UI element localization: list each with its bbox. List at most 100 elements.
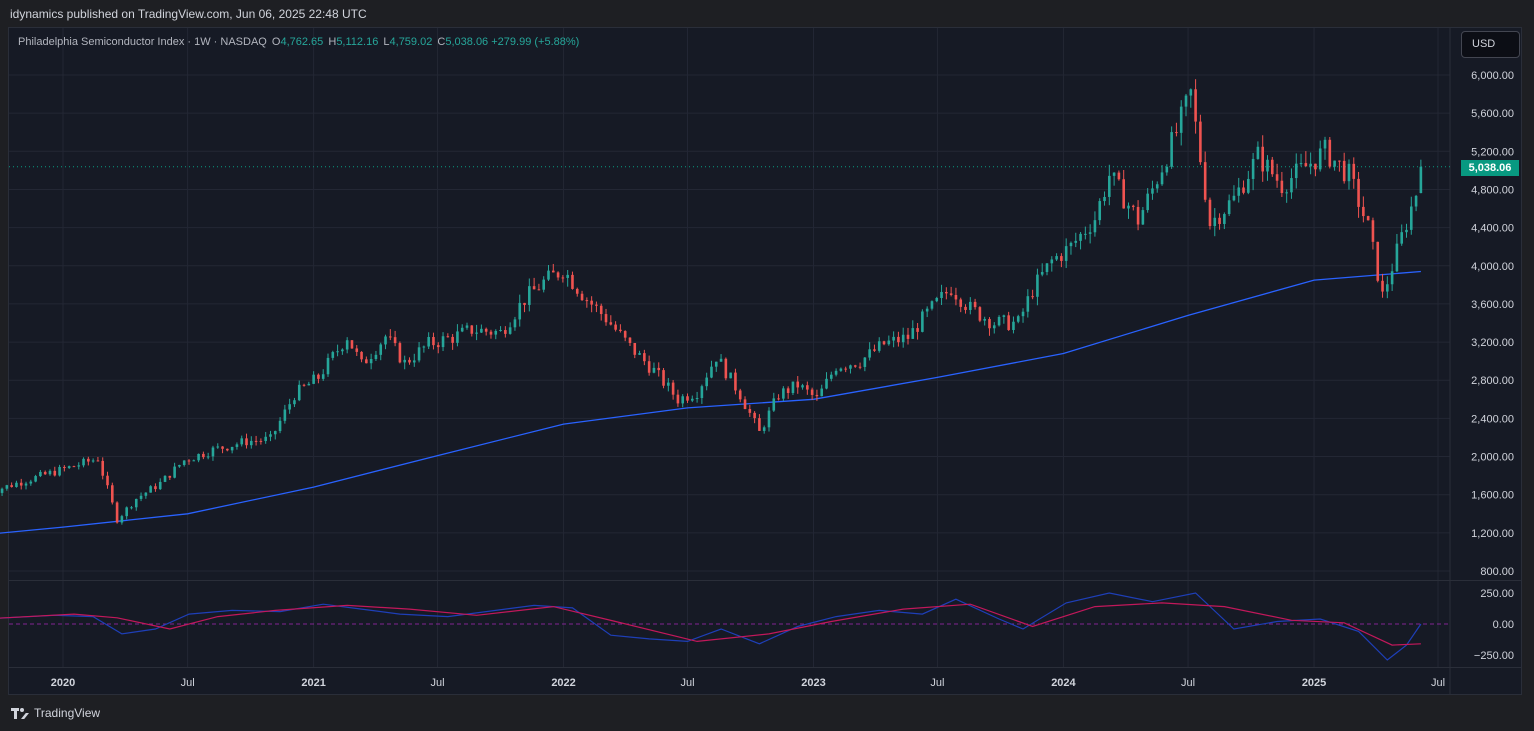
candle-body — [1050, 259, 1054, 264]
candle — [523, 302, 526, 313]
candle — [365, 356, 368, 364]
candle — [647, 355, 651, 376]
candle-body — [815, 394, 819, 397]
candle — [384, 334, 387, 350]
candle — [403, 355, 406, 370]
candle — [101, 457, 105, 480]
candle — [571, 271, 574, 290]
candle — [623, 330, 627, 342]
price-axis: 6,000.00 5,600.00 5,200.00 4,800.00 4,400.00… — [1471, 70, 1514, 578]
candle-body — [1055, 256, 1058, 260]
candle-body — [1232, 195, 1236, 201]
candle-body — [1160, 172, 1164, 185]
candle — [1218, 213, 1221, 230]
candle — [130, 506, 133, 510]
candle-body — [202, 453, 205, 458]
candle — [604, 308, 608, 326]
candle — [1074, 232, 1078, 248]
candle-body — [379, 344, 383, 355]
price-tick-label: 5,600.00 — [1471, 108, 1514, 120]
candle — [1251, 152, 1255, 191]
candle — [528, 278, 531, 312]
candle — [911, 320, 915, 339]
candle-body — [226, 448, 229, 451]
time-tick-label: Jul — [431, 677, 445, 689]
candle-body — [595, 304, 598, 306]
currency-button[interactable]: USD — [1461, 31, 1520, 58]
candle — [273, 430, 277, 440]
candle — [1371, 217, 1375, 250]
time-tick-label: Jul — [680, 677, 694, 689]
candle-body — [1414, 195, 1418, 207]
candle — [355, 345, 359, 356]
candle — [106, 471, 109, 489]
candle — [1328, 137, 1332, 169]
candle-body — [743, 399, 747, 410]
candle — [734, 368, 737, 395]
candle-body — [1026, 296, 1030, 312]
candle-body — [1227, 200, 1231, 215]
legend-open-key: O — [271, 36, 281, 48]
candle-body — [892, 336, 895, 341]
candle — [681, 394, 685, 408]
candle-body — [1007, 315, 1010, 330]
candle-body — [734, 372, 737, 391]
candle-body — [1419, 166, 1423, 194]
candle — [595, 301, 598, 313]
candle — [820, 384, 824, 397]
candle-body — [537, 289, 541, 291]
moving-average-layer — [0, 270, 1421, 534]
candle-body — [1069, 242, 1073, 247]
candle — [393, 330, 397, 347]
candle-body — [973, 301, 977, 308]
candle-body — [1098, 201, 1102, 221]
candle-body — [1261, 146, 1265, 172]
candle — [935, 296, 939, 303]
candle — [29, 479, 33, 486]
candle — [1270, 156, 1274, 177]
candle — [321, 369, 325, 381]
candle-body — [456, 331, 459, 343]
candle — [67, 465, 71, 470]
candle-body — [158, 481, 162, 490]
candle — [259, 438, 263, 445]
candle-body — [619, 329, 622, 332]
candle — [24, 481, 28, 490]
candle — [206, 452, 210, 460]
tradingview-logo[interactable]: TradingView — [11, 706, 100, 720]
candle — [408, 357, 411, 365]
candle — [211, 445, 215, 461]
candle — [1036, 268, 1039, 306]
candle — [705, 372, 708, 391]
chart-frame[interactable] — [8, 27, 1522, 695]
candle — [230, 446, 234, 454]
candles-layer — [0, 79, 1423, 525]
candle-body — [321, 374, 325, 379]
candle-body — [849, 365, 852, 369]
candle — [988, 317, 991, 336]
candle — [614, 321, 617, 332]
candle-body — [925, 308, 929, 312]
candle — [892, 331, 895, 348]
candle-body — [508, 327, 512, 334]
legend-open: 4,762.65 — [280, 36, 324, 48]
candle-body — [1323, 139, 1327, 149]
candle — [1405, 223, 1408, 238]
candle-body — [1218, 217, 1221, 224]
candle-body — [1175, 132, 1178, 134]
candle — [504, 326, 507, 338]
candle-body — [1386, 284, 1389, 292]
candle-body — [954, 294, 958, 300]
candle-body — [72, 466, 76, 468]
candle — [916, 323, 919, 340]
candle-body — [671, 382, 675, 395]
legend-close: 5,038.06 — [445, 36, 489, 48]
candle-body — [345, 340, 349, 350]
candle — [91, 458, 95, 463]
time-tick-label: 2023 — [801, 677, 825, 689]
candle-body — [609, 322, 613, 325]
candle — [5, 484, 9, 491]
candle — [1381, 273, 1384, 298]
candle — [187, 459, 191, 465]
